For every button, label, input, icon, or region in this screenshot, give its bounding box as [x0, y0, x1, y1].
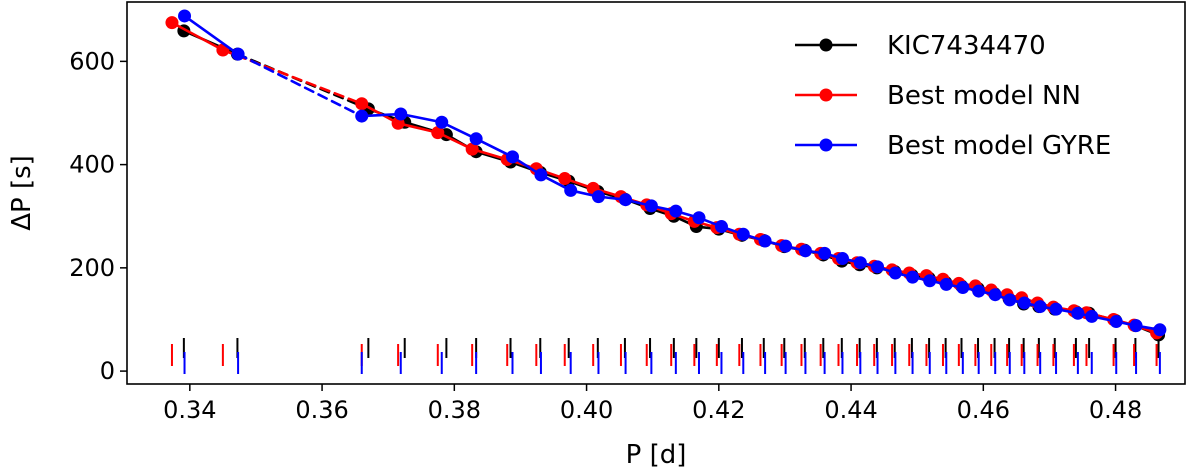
data-point	[619, 193, 633, 207]
data-point	[558, 172, 572, 186]
data-point	[779, 239, 793, 253]
y-tick-label: 200	[69, 254, 115, 282]
y-tick-label: 0	[100, 357, 115, 385]
data-point	[669, 204, 683, 218]
data-point	[923, 274, 937, 288]
data-point	[853, 256, 867, 270]
data-point	[692, 211, 706, 225]
data-point	[758, 234, 772, 248]
series-layer	[165, 9, 1167, 342]
data-point	[644, 199, 658, 213]
plot-area	[126, 1, 1186, 385]
legend-marker	[819, 38, 833, 52]
y-tick-label: 600	[69, 47, 115, 75]
x-tick-label: 0.46	[957, 396, 1010, 424]
data-point	[888, 266, 902, 280]
data-point	[736, 227, 750, 241]
legend-item: Best model GYRE	[795, 131, 1111, 161]
data-point	[798, 244, 812, 258]
x-tick-label: 0.48	[1089, 396, 1142, 424]
series-segment	[236, 52, 364, 118]
series-segment	[399, 112, 444, 124]
data-point	[1129, 319, 1143, 333]
data-point	[871, 260, 885, 274]
data-point	[355, 97, 369, 111]
x-tick-label: 0.34	[163, 396, 216, 424]
legend-label: KIC7434470	[887, 31, 1046, 61]
data-point	[231, 47, 245, 61]
data-point	[1003, 293, 1017, 307]
data-point	[906, 270, 920, 284]
data-point	[165, 16, 179, 30]
data-point	[1033, 300, 1047, 314]
data-point	[988, 288, 1002, 302]
data-point	[506, 150, 520, 164]
series-segment	[474, 137, 514, 159]
series-segment	[170, 21, 225, 52]
data-point	[1049, 302, 1063, 316]
period-markers	[170, 338, 1161, 374]
data-point	[1071, 306, 1085, 320]
data-point	[956, 280, 970, 294]
data-point	[591, 190, 605, 204]
legend: KIC7434470 Best model NN Best model GYRE	[795, 31, 1111, 161]
data-point	[178, 9, 192, 23]
y-axis-label: ΔP [s]	[7, 155, 37, 231]
legend-item: Best model NN	[795, 81, 1081, 111]
series-segment	[183, 14, 240, 56]
legend-marker	[819, 88, 833, 102]
data-point	[714, 220, 728, 234]
data-point	[1109, 315, 1123, 329]
x-tick-label: 0.44	[824, 396, 877, 424]
legend-label: Best model GYRE	[887, 131, 1111, 161]
data-point	[1017, 296, 1031, 310]
x-axis-label: P [d]	[626, 440, 687, 470]
y-tick-label: 400	[69, 151, 115, 179]
data-point	[355, 109, 369, 123]
data-point	[465, 142, 479, 156]
data-point	[431, 126, 445, 140]
series-segment	[396, 122, 440, 134]
data-point	[972, 284, 986, 298]
x-tick-label: 0.40	[560, 396, 613, 424]
data-point	[1085, 309, 1099, 323]
series-segment	[360, 112, 403, 118]
series-best-model-gyre	[178, 9, 1167, 337]
x-tick-label: 0.38	[428, 396, 481, 424]
x-tick-label: 0.36	[295, 396, 348, 424]
x-axis: 0.34 0.36 0.38 0.40 0.42 0.44 0.46 0.48	[163, 384, 1142, 424]
data-point	[818, 246, 832, 260]
data-point	[564, 183, 578, 197]
x-tick-label: 0.42	[692, 396, 745, 424]
series-segment	[360, 102, 400, 125]
y-axis: 0 200 400 600	[69, 47, 127, 385]
data-point	[1153, 323, 1167, 337]
legend-item: KIC7434470	[795, 31, 1046, 61]
data-point	[469, 132, 483, 146]
data-point	[835, 252, 849, 266]
data-point	[939, 277, 953, 291]
data-point	[534, 168, 548, 182]
data-point	[435, 115, 449, 129]
legend-marker	[819, 138, 833, 152]
data-point	[394, 107, 408, 121]
legend-label: Best model NN	[887, 81, 1081, 111]
